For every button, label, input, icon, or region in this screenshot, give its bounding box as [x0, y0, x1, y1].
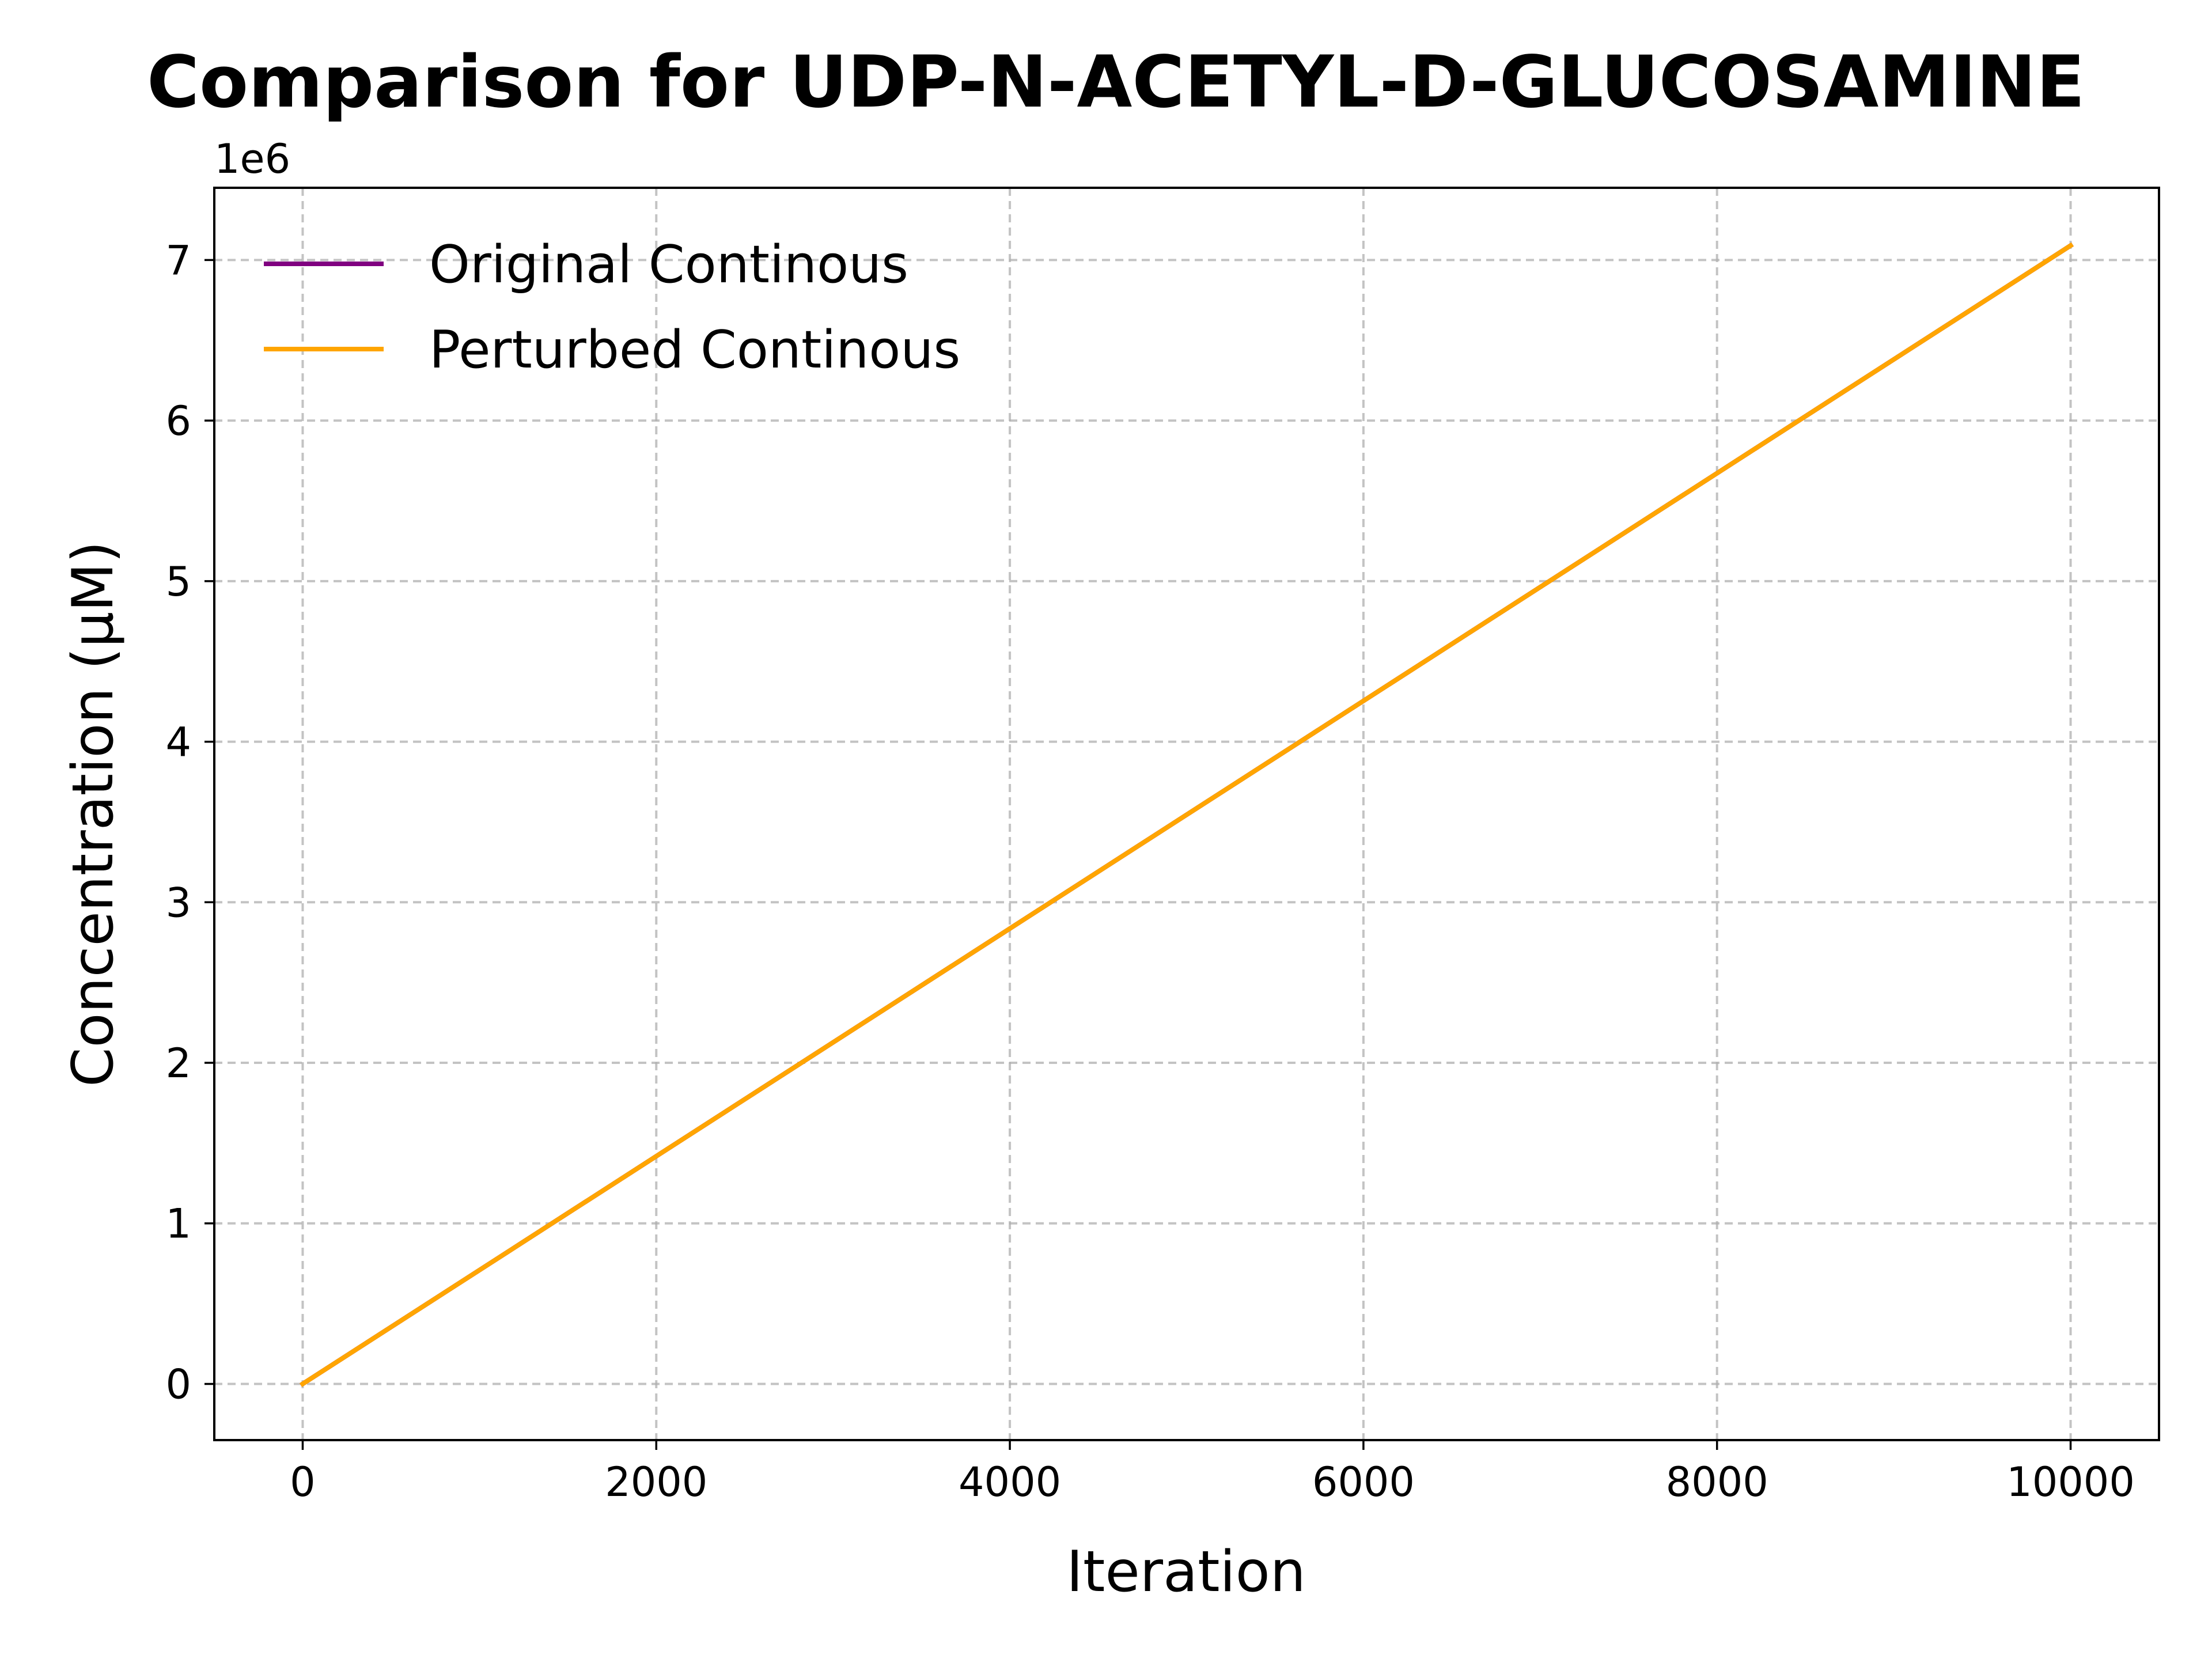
x-tick-label: 6000 — [1312, 1459, 1415, 1506]
x-tick-label: 0 — [290, 1459, 316, 1506]
legend-label-perturbed-continous: Perturbed Continous — [429, 320, 960, 380]
x-tick-label: 8000 — [1666, 1459, 1768, 1506]
series-line-perturbed-continous — [299, 242, 2074, 1387]
y-tick-label: 5 — [165, 558, 191, 605]
axis-ticks: 0 2000 4000 6000 8000 10000 0 1 2 3 4 5 6 7 — [165, 237, 2134, 1506]
chart-title: Comparison for UDP-N-ACETYL-D-GLUCOSAMIN… — [147, 41, 2085, 124]
y-axis-offset-label: 1e6 — [214, 135, 290, 183]
x-axis-label: Iteration — [1066, 1539, 1306, 1605]
series-lines — [299, 242, 2074, 1387]
axes-frame — [213, 187, 2160, 1441]
y-tick-label: 1 — [165, 1200, 191, 1248]
legend-label-original-continous: Original Continous — [429, 234, 908, 295]
x-tick-label: 10000 — [2006, 1459, 2135, 1506]
x-tick-label: 4000 — [959, 1459, 1061, 1506]
legend: Original Continous Perturbed Continous — [264, 234, 960, 380]
y-tick-label: 6 — [165, 397, 191, 445]
y-tick-label: 7 — [165, 237, 191, 284]
y-tick-label: 4 — [165, 719, 191, 766]
x-tick-label: 2000 — [605, 1459, 707, 1506]
y-axis-label: Concentration (μM) — [60, 541, 126, 1087]
y-tick-label: 2 — [165, 1040, 191, 1087]
grid — [214, 188, 2159, 1440]
y-tick-label: 0 — [165, 1361, 191, 1408]
y-tick-label: 3 — [165, 879, 191, 926]
